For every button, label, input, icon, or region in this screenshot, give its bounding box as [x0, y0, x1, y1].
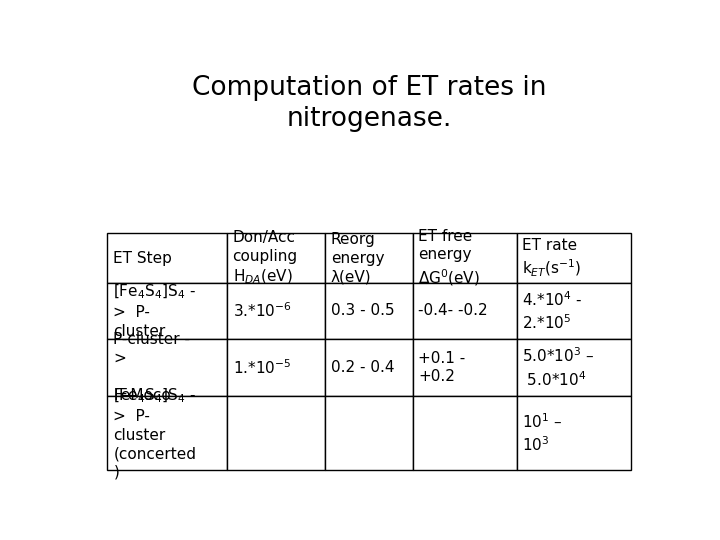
Text: 1.*10$^{-5}$: 1.*10$^{-5}$ [233, 358, 291, 377]
Bar [227, 284, 325, 339]
Bar [107, 284, 227, 339]
Text: Reorg
energy
λ(eV): Reorg energy λ(eV) [331, 232, 384, 285]
Text: Computation of ET rates in
nitrogenase.: Computation of ET rates in nitrogenase. [192, 75, 546, 132]
Bar [325, 339, 413, 396]
Bar [413, 233, 516, 284]
Text: 3.*10$^{-6}$: 3.*10$^{-6}$ [233, 301, 292, 320]
Bar [516, 233, 631, 284]
Text: 5.0*10$^3$ –
 5.0*10$^4$: 5.0*10$^3$ – 5.0*10$^4$ [522, 347, 595, 389]
Text: ET Step: ET Step [114, 251, 172, 266]
Text: P-cluster -
>

FeMoco: P-cluster - > FeMoco [114, 332, 190, 403]
Text: 10$^1$ –
10$^3$: 10$^1$ – 10$^3$ [522, 412, 562, 454]
Bar [107, 396, 227, 470]
Bar [325, 233, 413, 284]
Bar [413, 339, 516, 396]
Text: -0.4- -0.2: -0.4- -0.2 [418, 303, 488, 319]
Bar [107, 233, 227, 284]
Bar [325, 284, 413, 339]
Bar [107, 339, 227, 396]
Bar [413, 284, 516, 339]
Bar [516, 396, 631, 470]
Text: [Fe$_4$S$_4$]S$_4$ -
>  P-
cluster: [Fe$_4$S$_4$]S$_4$ - > P- cluster [114, 283, 197, 339]
Text: ET rate
k$_{ET}$(s$^{-1}$): ET rate k$_{ET}$(s$^{-1}$) [522, 238, 582, 279]
Text: Don/Acc
coupling
H$_{DA}$(eV): Don/Acc coupling H$_{DA}$(eV) [233, 230, 297, 286]
Text: +0.1 -
+0.2: +0.1 - +0.2 [418, 350, 466, 384]
Bar [227, 233, 325, 284]
Bar [227, 396, 325, 470]
Bar [227, 339, 325, 396]
Text: 0.2 - 0.4: 0.2 - 0.4 [331, 360, 395, 375]
Text: 4.*10$^4$ -
2.*10$^5$: 4.*10$^4$ - 2.*10$^5$ [522, 290, 582, 332]
Bar [413, 396, 516, 470]
Text: [Fe$_4$S$_4$]S$_4$ -
>  P-
cluster
(concerted
): [Fe$_4$S$_4$]S$_4$ - > P- cluster (conce… [114, 387, 197, 480]
Bar [325, 396, 413, 470]
Text: ET free
energy
ΔG$^0$(eV): ET free energy ΔG$^0$(eV) [418, 228, 480, 288]
Text: 0.3 - 0.5: 0.3 - 0.5 [331, 303, 395, 319]
Bar [516, 284, 631, 339]
Bar [516, 339, 631, 396]
